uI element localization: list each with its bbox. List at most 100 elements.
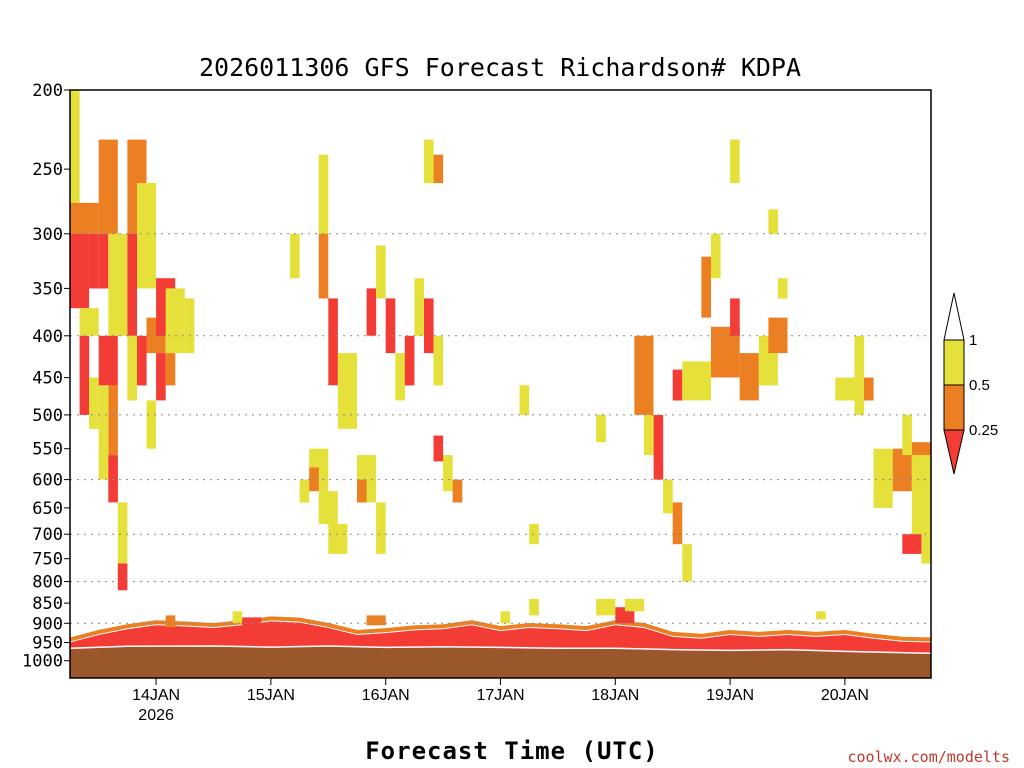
- y-axis: 200 250 300 350 400 450 500 550 600 650 700 750 8008…: [22, 81, 70, 672]
- ri-cell-50: [452, 479, 463, 503]
- ri-cell-77: [864, 377, 874, 401]
- ground-surface-line: [69, 645, 932, 655]
- ri-cell-22: [156, 353, 166, 401]
- x-axis-label: Forecast Time (UTC): [365, 737, 659, 765]
- ri-cell-93: [624, 598, 644, 612]
- ground-region: [70, 647, 931, 678]
- ri-cell-41: [366, 288, 377, 336]
- ri-cell-39: [376, 502, 386, 554]
- ri-cell-26: [165, 353, 176, 386]
- ri-cell-83: [921, 534, 931, 564]
- y-tick-label-700: 700: [32, 525, 63, 545]
- ri-cell-46: [414, 278, 424, 336]
- ri-cell-81: [911, 455, 931, 535]
- y-tick-label-200: 200: [32, 81, 63, 101]
- ri-cell-20: [137, 335, 147, 386]
- x-tick-label-19JAN: 19JAN: [706, 687, 754, 704]
- y-tick-label-350: 350: [32, 279, 63, 299]
- x-tick-label-15JAN: 15JAN: [247, 687, 295, 704]
- colorbar-bottom-arrow: [943, 429, 965, 475]
- ri-cell-61: [672, 502, 683, 545]
- y-tick-label-900: 900: [32, 614, 63, 634]
- ri-cell-52: [433, 154, 444, 184]
- ri-cell-3: [89, 233, 99, 289]
- ri-cell-37: [337, 353, 357, 429]
- ri-cell-79: [892, 448, 912, 492]
- ri-cell-80: [902, 414, 912, 456]
- y-tick-label-800: 800: [32, 573, 63, 593]
- y-tick-label-600: 600: [32, 471, 63, 491]
- ri-cell-14: [117, 502, 128, 564]
- ri-cell-94: [816, 611, 826, 620]
- ri-cell-85: [165, 615, 176, 628]
- ri-cell-84: [902, 534, 922, 554]
- ri-cell-86: [232, 611, 243, 624]
- ri-cell-68: [739, 353, 759, 401]
- ri-cell-59: [653, 414, 664, 480]
- ri-cell-87: [242, 617, 262, 626]
- ri-cell-0: [70, 90, 80, 203]
- ri-cell-49: [443, 455, 453, 492]
- ri-cell-56: [596, 414, 606, 443]
- ri-cell-65: [701, 256, 711, 318]
- plot-area: [69, 90, 932, 678]
- ri-cell-47: [424, 298, 434, 354]
- y-tick-label-300: 300: [32, 225, 63, 245]
- y-tick-label-750: 750: [32, 550, 63, 570]
- ri-cell-17: [127, 233, 137, 336]
- ri-cell-23: [146, 400, 157, 449]
- ri-cell-15: [117, 563, 128, 591]
- ri-cell-6: [89, 377, 99, 429]
- y-tick-label-250: 250: [32, 160, 63, 180]
- chart-title: 2026011306 GFS Forecast Richardson# KDPA: [199, 53, 801, 82]
- ri-cell-5: [79, 335, 90, 415]
- ri-cell-4: [79, 308, 99, 336]
- y-tick-label-400: 400: [32, 327, 63, 347]
- ri-cell-51: [433, 435, 444, 462]
- x-tick-label-14JAN: 14JAN: [132, 687, 180, 704]
- surface-layer-fringe: [69, 616, 932, 642]
- ri-cell-19: [127, 335, 137, 401]
- ri-cell-11: [108, 385, 118, 456]
- ri-cell-67: [730, 298, 740, 336]
- ri-cell-76: [854, 335, 865, 415]
- ri-cell-43: [385, 298, 396, 354]
- x-tick-label-18JAN: 18JAN: [591, 687, 639, 704]
- ri-cell-31: [328, 523, 348, 554]
- ri-cell-53: [424, 139, 434, 184]
- ri-cell-78: [873, 448, 893, 508]
- x-axis: 14JAN 2026 15JAN 16JAN 17JAN 18JAN 19JAN 20JAN: [132, 678, 869, 724]
- ri-cell-89: [500, 611, 511, 624]
- ri-cell-88: [366, 615, 386, 626]
- colorbar-tick-1: 0.5: [969, 377, 990, 394]
- ri-cell-10: [98, 335, 118, 386]
- ri-cell-90: [529, 598, 539, 616]
- colorbar-bin-1: [943, 384, 965, 431]
- ri-cell-8: [98, 233, 109, 289]
- ri-cell-33: [290, 233, 300, 279]
- ri-cell-18: [137, 183, 157, 289]
- x-tick-label-17JAN: 17JAN: [476, 687, 524, 704]
- ri-cell-48: [433, 335, 444, 386]
- colorbar-tick-2: 0.25: [969, 422, 998, 439]
- ri-cell-42: [376, 245, 386, 299]
- y-tick-label-950: 950: [32, 634, 63, 654]
- colorbar-tick-0: 1: [969, 332, 977, 349]
- colorbar-bin-0: [943, 339, 965, 386]
- ri-cell-58: [644, 414, 654, 456]
- legend-colorbar: 1 0.5 0.25: [943, 292, 998, 475]
- ri-cell-7: [98, 139, 118, 234]
- y-tick-label-550: 550: [32, 440, 63, 460]
- ri-cell-28: [299, 479, 310, 503]
- ri-cell-74: [777, 278, 788, 299]
- ri-cell-1: [70, 202, 99, 234]
- y-tick-label-650: 650: [32, 499, 63, 519]
- ri-cell-64: [682, 361, 711, 401]
- y-tick-label-850: 850: [32, 594, 63, 614]
- y-tick-label-1000: 1000: [22, 652, 63, 672]
- ri-cell-54: [519, 385, 530, 415]
- ri-cell-32: [309, 467, 319, 492]
- ri-cell-13: [108, 455, 118, 503]
- x-tick-label-20JAN: 20JAN: [821, 687, 869, 704]
